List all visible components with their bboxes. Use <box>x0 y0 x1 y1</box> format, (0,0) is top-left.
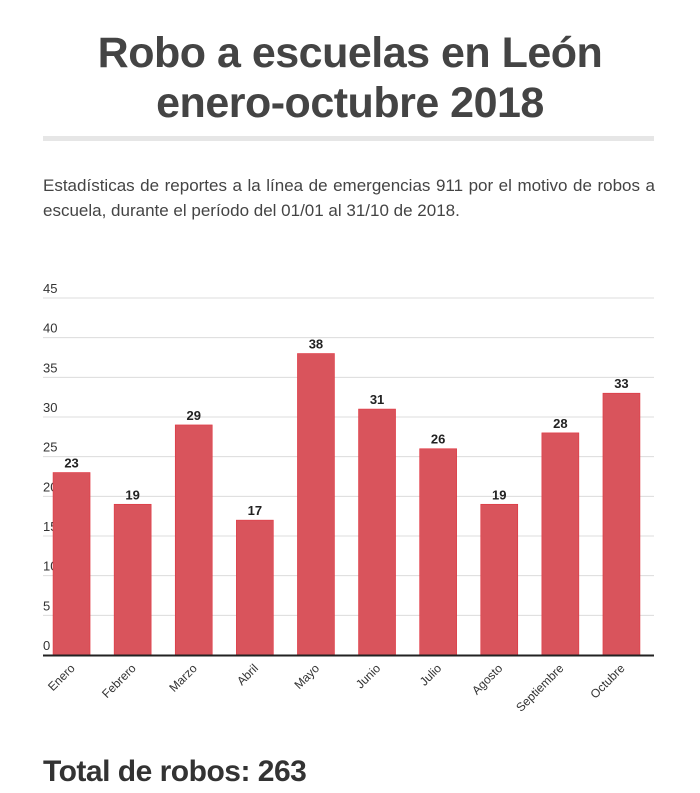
title-line-2: enero-octubre 2018 <box>156 79 544 127</box>
data-label: 17 <box>248 503 262 518</box>
x-tick-label: Febrero <box>99 661 139 701</box>
data-label: 33 <box>614 376 628 391</box>
x-tick-label: Septiembre <box>513 661 567 715</box>
x-tick-label: Octubre <box>587 661 627 701</box>
bar <box>541 432 580 656</box>
bar <box>236 519 274 656</box>
x-tick-label: Marzo <box>166 661 200 695</box>
data-label: 38 <box>309 337 323 352</box>
total-robberies: Total de robos: 263 <box>43 755 307 788</box>
x-tick-label: Enero <box>45 661 78 694</box>
y-tick-label: 30 <box>43 400 57 415</box>
bar <box>419 448 457 656</box>
data-label: 28 <box>553 416 567 431</box>
x-tick-label: Abril <box>234 661 261 688</box>
bar <box>297 353 335 656</box>
bar-chart: 05101520253035404523Enero19Febrero29Marz… <box>43 281 654 715</box>
data-label: 29 <box>187 408 201 423</box>
chart-title: Robo a escuelas en León enero-octubre 20… <box>0 28 700 128</box>
y-tick-label: 35 <box>43 360 57 375</box>
chart-description: Estadísticas de reportes a la línea de e… <box>43 176 655 220</box>
data-label: 23 <box>64 456 78 471</box>
bar <box>602 392 641 656</box>
bar <box>174 424 213 656</box>
y-tick-label: 25 <box>43 440 57 455</box>
data-label: 31 <box>370 392 384 407</box>
y-tick-label: 45 <box>43 281 57 296</box>
x-tick-label: Julio <box>417 661 445 689</box>
x-tick-label: Junio <box>353 661 383 691</box>
x-tick-label: Agosto <box>469 661 506 698</box>
data-label: 26 <box>431 432 445 447</box>
bar <box>358 408 396 656</box>
y-tick-label: 0 <box>43 638 50 653</box>
data-label: 19 <box>492 487 506 502</box>
y-tick-label: 40 <box>43 321 57 336</box>
title-divider <box>43 136 654 141</box>
bar <box>113 503 152 656</box>
data-label: 19 <box>125 487 139 502</box>
bar <box>480 503 519 656</box>
title-line-1: Robo a escuelas en León <box>97 29 603 77</box>
bar <box>52 472 91 656</box>
y-tick-label: 5 <box>43 598 50 613</box>
x-tick-label: Mayo <box>291 661 322 692</box>
